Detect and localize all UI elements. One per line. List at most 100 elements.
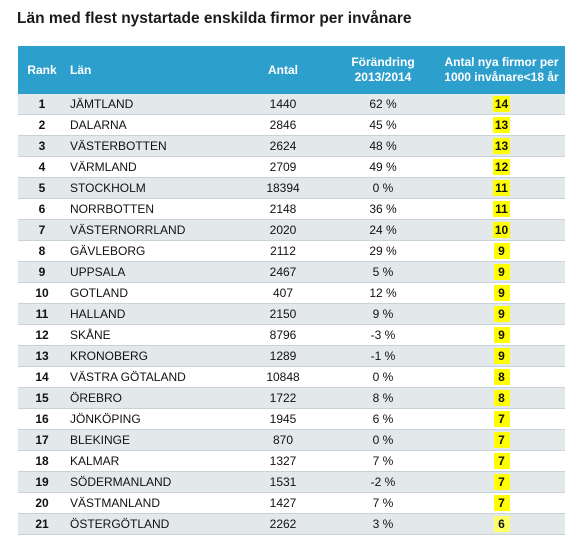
rate-highlight: 13 (492, 117, 511, 133)
table-row: 3 VÄSTERBOTTEN 2624 48 % 13 (18, 135, 565, 157)
cell-antal: 1427 (238, 492, 328, 514)
cell-change: 9 % (328, 303, 438, 325)
cell-change: 8 % (328, 387, 438, 409)
cell-rate: 14 (438, 94, 565, 115)
cell-rank: 6 (18, 198, 66, 220)
cell-lan: STOCKHOLM (66, 177, 238, 199)
header-row: Rank Län Antal Förändring 2013/2014 Anta… (18, 46, 565, 94)
rate-highlight: 9 (493, 348, 510, 364)
cell-lan: ÖSTERGÖTLAND (66, 513, 238, 535)
cell-antal: 1327 (238, 450, 328, 472)
cell-lan: GOTLAND (66, 282, 238, 304)
cell-antal: 10848 (238, 366, 328, 388)
cell-rank: 1 (18, 94, 66, 115)
cell-lan: VÄSTRA GÖTALAND (66, 366, 238, 388)
table-row: 21 ÖSTERGÖTLAND 2262 3 % 6 (18, 513, 565, 535)
cell-change: -1 % (328, 345, 438, 367)
cell-lan: JÄMTLAND (66, 94, 238, 115)
cell-rate: 9 (438, 240, 565, 262)
cell-lan: VÄSTMANLAND (66, 492, 238, 514)
cell-rank: 21 (18, 513, 66, 535)
header-change-line1: Förändring (351, 55, 415, 69)
cell-change: -3 % (328, 324, 438, 346)
rate-highlight: 7 (493, 432, 510, 448)
cell-change: 45 % (328, 114, 438, 136)
cell-antal: 2709 (238, 156, 328, 178)
cell-rate: 9 (438, 261, 565, 283)
cell-antal: 1945 (238, 408, 328, 430)
cell-rank: 3 (18, 135, 66, 157)
cell-change: 0 % (328, 366, 438, 388)
table-row: 11 HALLAND 2150 9 % 9 (18, 303, 565, 325)
cell-change: 36 % (328, 198, 438, 220)
cell-rate: 9 (438, 303, 565, 325)
cell-lan: ÖREBRO (66, 387, 238, 409)
cell-change: -2 % (328, 471, 438, 493)
table-row: 10 GOTLAND 407 12 % 9 (18, 282, 565, 304)
cell-change: 24 % (328, 219, 438, 241)
cell-rank: 19 (18, 471, 66, 493)
cell-change: 7 % (328, 450, 438, 472)
cell-rate: 7 (438, 429, 565, 451)
cell-rank: 16 (18, 408, 66, 430)
cell-lan: KRONOBERG (66, 345, 238, 367)
cell-antal: 1289 (238, 345, 328, 367)
table-row: 4 VÄRMLAND 2709 49 % 12 (18, 156, 565, 178)
table-header: Rank Län Antal Förändring 2013/2014 Anta… (18, 46, 565, 94)
cell-rate: 13 (438, 114, 565, 136)
cell-antal: 2020 (238, 219, 328, 241)
rate-highlight: 7 (493, 411, 510, 427)
rate-highlight: 9 (493, 306, 510, 322)
cell-lan: BLEKINGE (66, 429, 238, 451)
table-row: 7 VÄSTERNORRLAND 2020 24 % 10 (18, 219, 565, 241)
cell-change: 0 % (328, 177, 438, 199)
cell-antal: 2262 (238, 513, 328, 535)
cell-rate: 9 (438, 324, 565, 346)
header-change-line2: 2013/2014 (354, 70, 412, 84)
cell-antal: 1722 (238, 387, 328, 409)
cell-antal: 2148 (238, 198, 328, 220)
cell-lan: KALMAR (66, 450, 238, 472)
cell-change: 49 % (328, 156, 438, 178)
table-row: 12 SKÅNE 8796 -3 % 9 (18, 324, 565, 346)
table-row: 5 STOCKHOLM 18394 0 % 11 (18, 177, 565, 199)
cell-antal: 1531 (238, 471, 328, 493)
cell-antal: 18394 (238, 177, 328, 199)
rate-highlight: 10 (492, 222, 511, 238)
cell-lan: JÖNKÖPING (66, 408, 238, 430)
cell-antal: 870 (238, 429, 328, 451)
cell-lan: VÄSTERBOTTEN (66, 135, 238, 157)
cell-rank: 4 (18, 156, 66, 178)
cell-change: 12 % (328, 282, 438, 304)
cell-rate: 11 (438, 198, 565, 220)
cell-lan: UPPSALA (66, 261, 238, 283)
cell-antal: 2112 (238, 240, 328, 262)
rate-highlight: 9 (493, 285, 510, 301)
table-row: 15 ÖREBRO 1722 8 % 8 (18, 387, 565, 409)
cell-rate: 9 (438, 282, 565, 304)
table-row: 18 KALMAR 1327 7 % 7 (18, 450, 565, 472)
rate-highlight: 13 (492, 138, 511, 154)
cell-rate: 8 (438, 387, 565, 409)
cell-rank: 20 (18, 492, 66, 514)
header-lan: Län (66, 46, 238, 94)
table-body: 1 JÄMTLAND 1440 62 % 14 2 DALARNA 2846 45 % 13 3 VÄ… (18, 94, 565, 535)
cell-change: 3 % (328, 513, 438, 535)
cell-lan: DALARNA (66, 114, 238, 136)
rate-highlight: 14 (492, 96, 511, 112)
table-row: 20 VÄSTMANLAND 1427 7 % 7 (18, 492, 565, 514)
cell-lan: NORRBOTTEN (66, 198, 238, 220)
table-row: 13 KRONOBERG 1289 -1 % 9 (18, 345, 565, 367)
cell-lan: GÄVLEBORG (66, 240, 238, 262)
cell-change: 7 % (328, 492, 438, 514)
table-row: 1 JÄMTLAND 1440 62 % 14 (18, 94, 565, 115)
cell-antal: 2467 (238, 261, 328, 283)
rate-highlight: 9 (493, 243, 510, 259)
cell-change: 0 % (328, 429, 438, 451)
cell-change: 48 % (328, 135, 438, 157)
table-row: 14 VÄSTRA GÖTALAND 10848 0 % 8 (18, 366, 565, 388)
cell-lan: VÄRMLAND (66, 156, 238, 178)
rate-highlight: 8 (493, 390, 510, 406)
cell-lan: VÄSTERNORRLAND (66, 219, 238, 241)
cell-rate: 6 (438, 513, 565, 535)
